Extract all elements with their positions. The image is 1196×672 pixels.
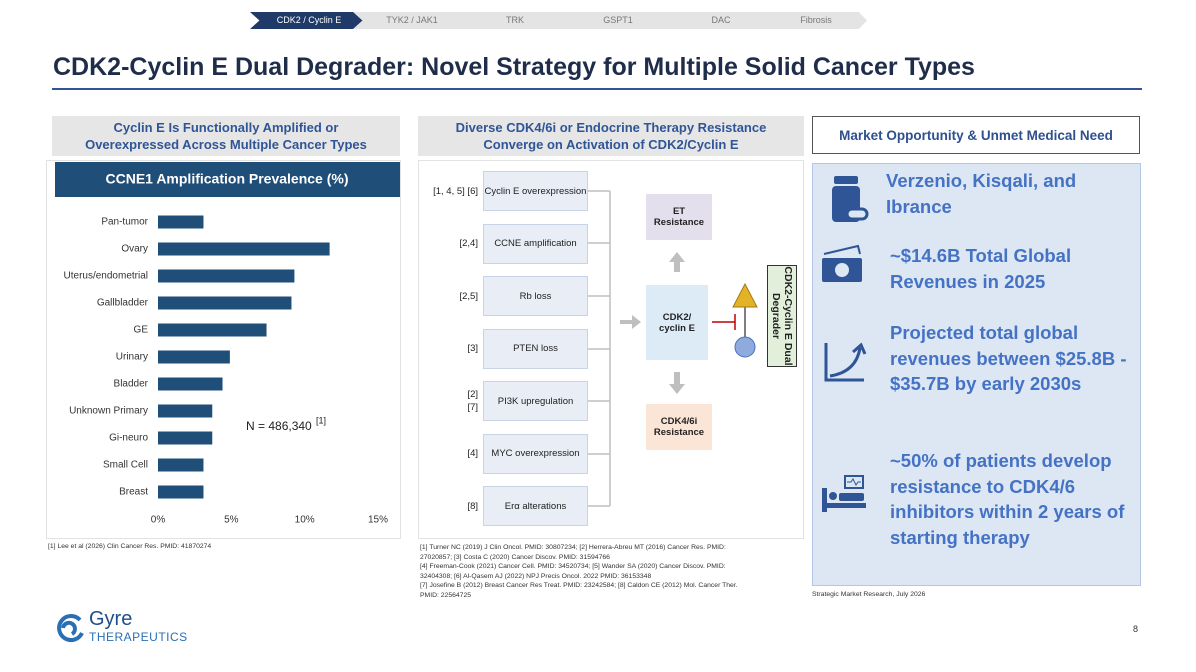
node-ref: [4] — [467, 448, 478, 459]
y-tick-label: Ovary — [121, 244, 148, 255]
x-tick-label: 0% — [151, 515, 166, 526]
panel-header: Market Opportunity & Unmet Medical Need — [812, 116, 1140, 154]
bar — [158, 269, 295, 283]
chart-frame — [46, 160, 401, 539]
nav-tab[interactable]: DAC — [662, 12, 780, 29]
nav-tab[interactable]: TRK — [456, 12, 574, 29]
icon-money — [822, 244, 862, 282]
bar — [158, 350, 230, 364]
degrader-label-box: CDK2-Cyclin E Dual Degrader — [767, 265, 797, 367]
nav-tab[interactable]: Fibrosis — [765, 12, 867, 29]
nav-tab[interactable]: GSPT1 — [559, 12, 677, 29]
logo-name: Gyre — [89, 608, 133, 630]
bar — [158, 215, 204, 229]
y-tick-label: Uterus/endometrial — [64, 271, 148, 282]
y-tick-label: Pan-tumor — [101, 217, 148, 228]
cdk46-node: CDK4/6i Resistance — [646, 404, 712, 450]
node-ref: [1, 4, 5] [6] — [433, 185, 478, 197]
market-item: Projected total global revenues between … — [890, 322, 1127, 394]
node-ref: [3] — [467, 343, 478, 354]
x-tick-label: 10% — [295, 515, 315, 526]
pathway-node: MYC overexpression — [483, 433, 588, 474]
footnote-line: [4] Freeman-Cook (2021) Cancer Cell. PMI… — [420, 563, 726, 570]
bar — [158, 431, 213, 445]
slide-title: CDK2-Cyclin E Dual Degrader: Novel Strat… — [53, 53, 975, 81]
pathway-node: CCNE amplification — [483, 223, 588, 264]
chart-title-bar — [55, 162, 400, 197]
node-ref: [2,4] — [459, 238, 479, 249]
y-tick-label: Gallbladder — [97, 298, 149, 309]
market-item: Verzenio, Kisqali, and Ibrance — [886, 170, 1077, 217]
pathway-node: Cyclin E overexpression — [483, 171, 588, 211]
chart-title: CCNE1 Amplification Prevalence (%) — [106, 171, 349, 187]
nav-tab[interactable]: CDK2 / Cyclin E — [250, 12, 368, 29]
bar — [158, 377, 223, 391]
pathway-node: Rb loss — [483, 276, 588, 316]
pathway-node: PI3K upregulation — [483, 381, 588, 421]
bar — [158, 458, 204, 472]
logo-mark — [57, 614, 84, 643]
node-ref: [2,5] — [459, 290, 479, 302]
market-box — [812, 163, 1141, 586]
x-tick-label: 5% — [224, 515, 239, 526]
y-tick-label: Urinary — [116, 352, 148, 363]
y-tick-label: Unknown Primary — [69, 406, 148, 417]
y-tick-label: Gi-neuro — [109, 433, 148, 444]
arrows — [620, 252, 685, 394]
et-node: ET Resistance — [646, 194, 712, 240]
icon-growth — [824, 342, 867, 382]
pathway-node: Erα alterations — [483, 486, 588, 526]
market-item: ~50% of patients develop resistance to C… — [890, 450, 1125, 548]
y-tick-label: Small Cell — [103, 460, 148, 471]
footnote-line: 32404308; [6] Al-Qasem AJ (2022) NPJ Pre… — [420, 572, 652, 580]
node-ref: [8] — [467, 500, 478, 512]
icon-pill — [832, 176, 869, 222]
footnote-line: PMID: 22564725 — [420, 591, 472, 599]
degrader-ball — [734, 336, 756, 358]
nav-tab[interactable]: TYK2 / JAK1 — [353, 12, 471, 29]
icon-bed — [822, 475, 866, 512]
source: Strategic Market Research, July 2026 — [812, 591, 926, 598]
footnote-line: [7] Josefine B (2012) Breast Cancer Res … — [420, 582, 738, 589]
footnote-line: 27020857; [3] Costa C (2020) Cancer Disc… — [420, 553, 610, 561]
bar — [158, 242, 330, 256]
panel-header: Diverse CDK4/6i or Endocrine Therapy Res… — [418, 116, 804, 156]
bar — [158, 323, 267, 337]
logo-sub: THERAPEUTICS — [89, 630, 188, 644]
footnotes: [1] Turner NC (2019) J Clin Oncol. PMID:… — [420, 543, 738, 600]
market-item: ~$14.6B Total Global Revenues in 2025 — [890, 245, 1072, 292]
y-tick-label: Breast — [119, 487, 148, 498]
connectors — [588, 190, 611, 507]
page-number: 8 — [1133, 624, 1139, 634]
footnote-line: [1] Turner NC (2019) J Clin Oncol. PMID:… — [420, 544, 726, 551]
bar — [158, 485, 204, 499]
y-tick-label: GE — [134, 325, 149, 336]
inhibition — [712, 314, 736, 330]
chart: CCNE1 Amplification Prevalence (%) 0% 5% 10… — [55, 162, 400, 526]
degrader-label: CDK2-Cyclin E Dual Degrader — [770, 266, 794, 366]
x-tick-label: 15% — [368, 515, 388, 526]
panel-header: Cyclin E Is Functionally Amplified or Ov… — [52, 116, 400, 156]
footnote: [1] Lee et al (2026) Clin Cancer Res. PM… — [48, 543, 212, 550]
bar — [158, 404, 213, 418]
pathway-node: PTEN loss — [483, 328, 588, 369]
annotation: N = 486,340 — [246, 419, 312, 433]
bar — [158, 296, 292, 310]
node-ref: [2] [7] — [467, 389, 478, 413]
y-tick-label: Bladder — [114, 379, 149, 390]
annotation-ref: [1] — [316, 415, 326, 425]
center-node: CDK2/ cyclin E — [646, 285, 708, 360]
